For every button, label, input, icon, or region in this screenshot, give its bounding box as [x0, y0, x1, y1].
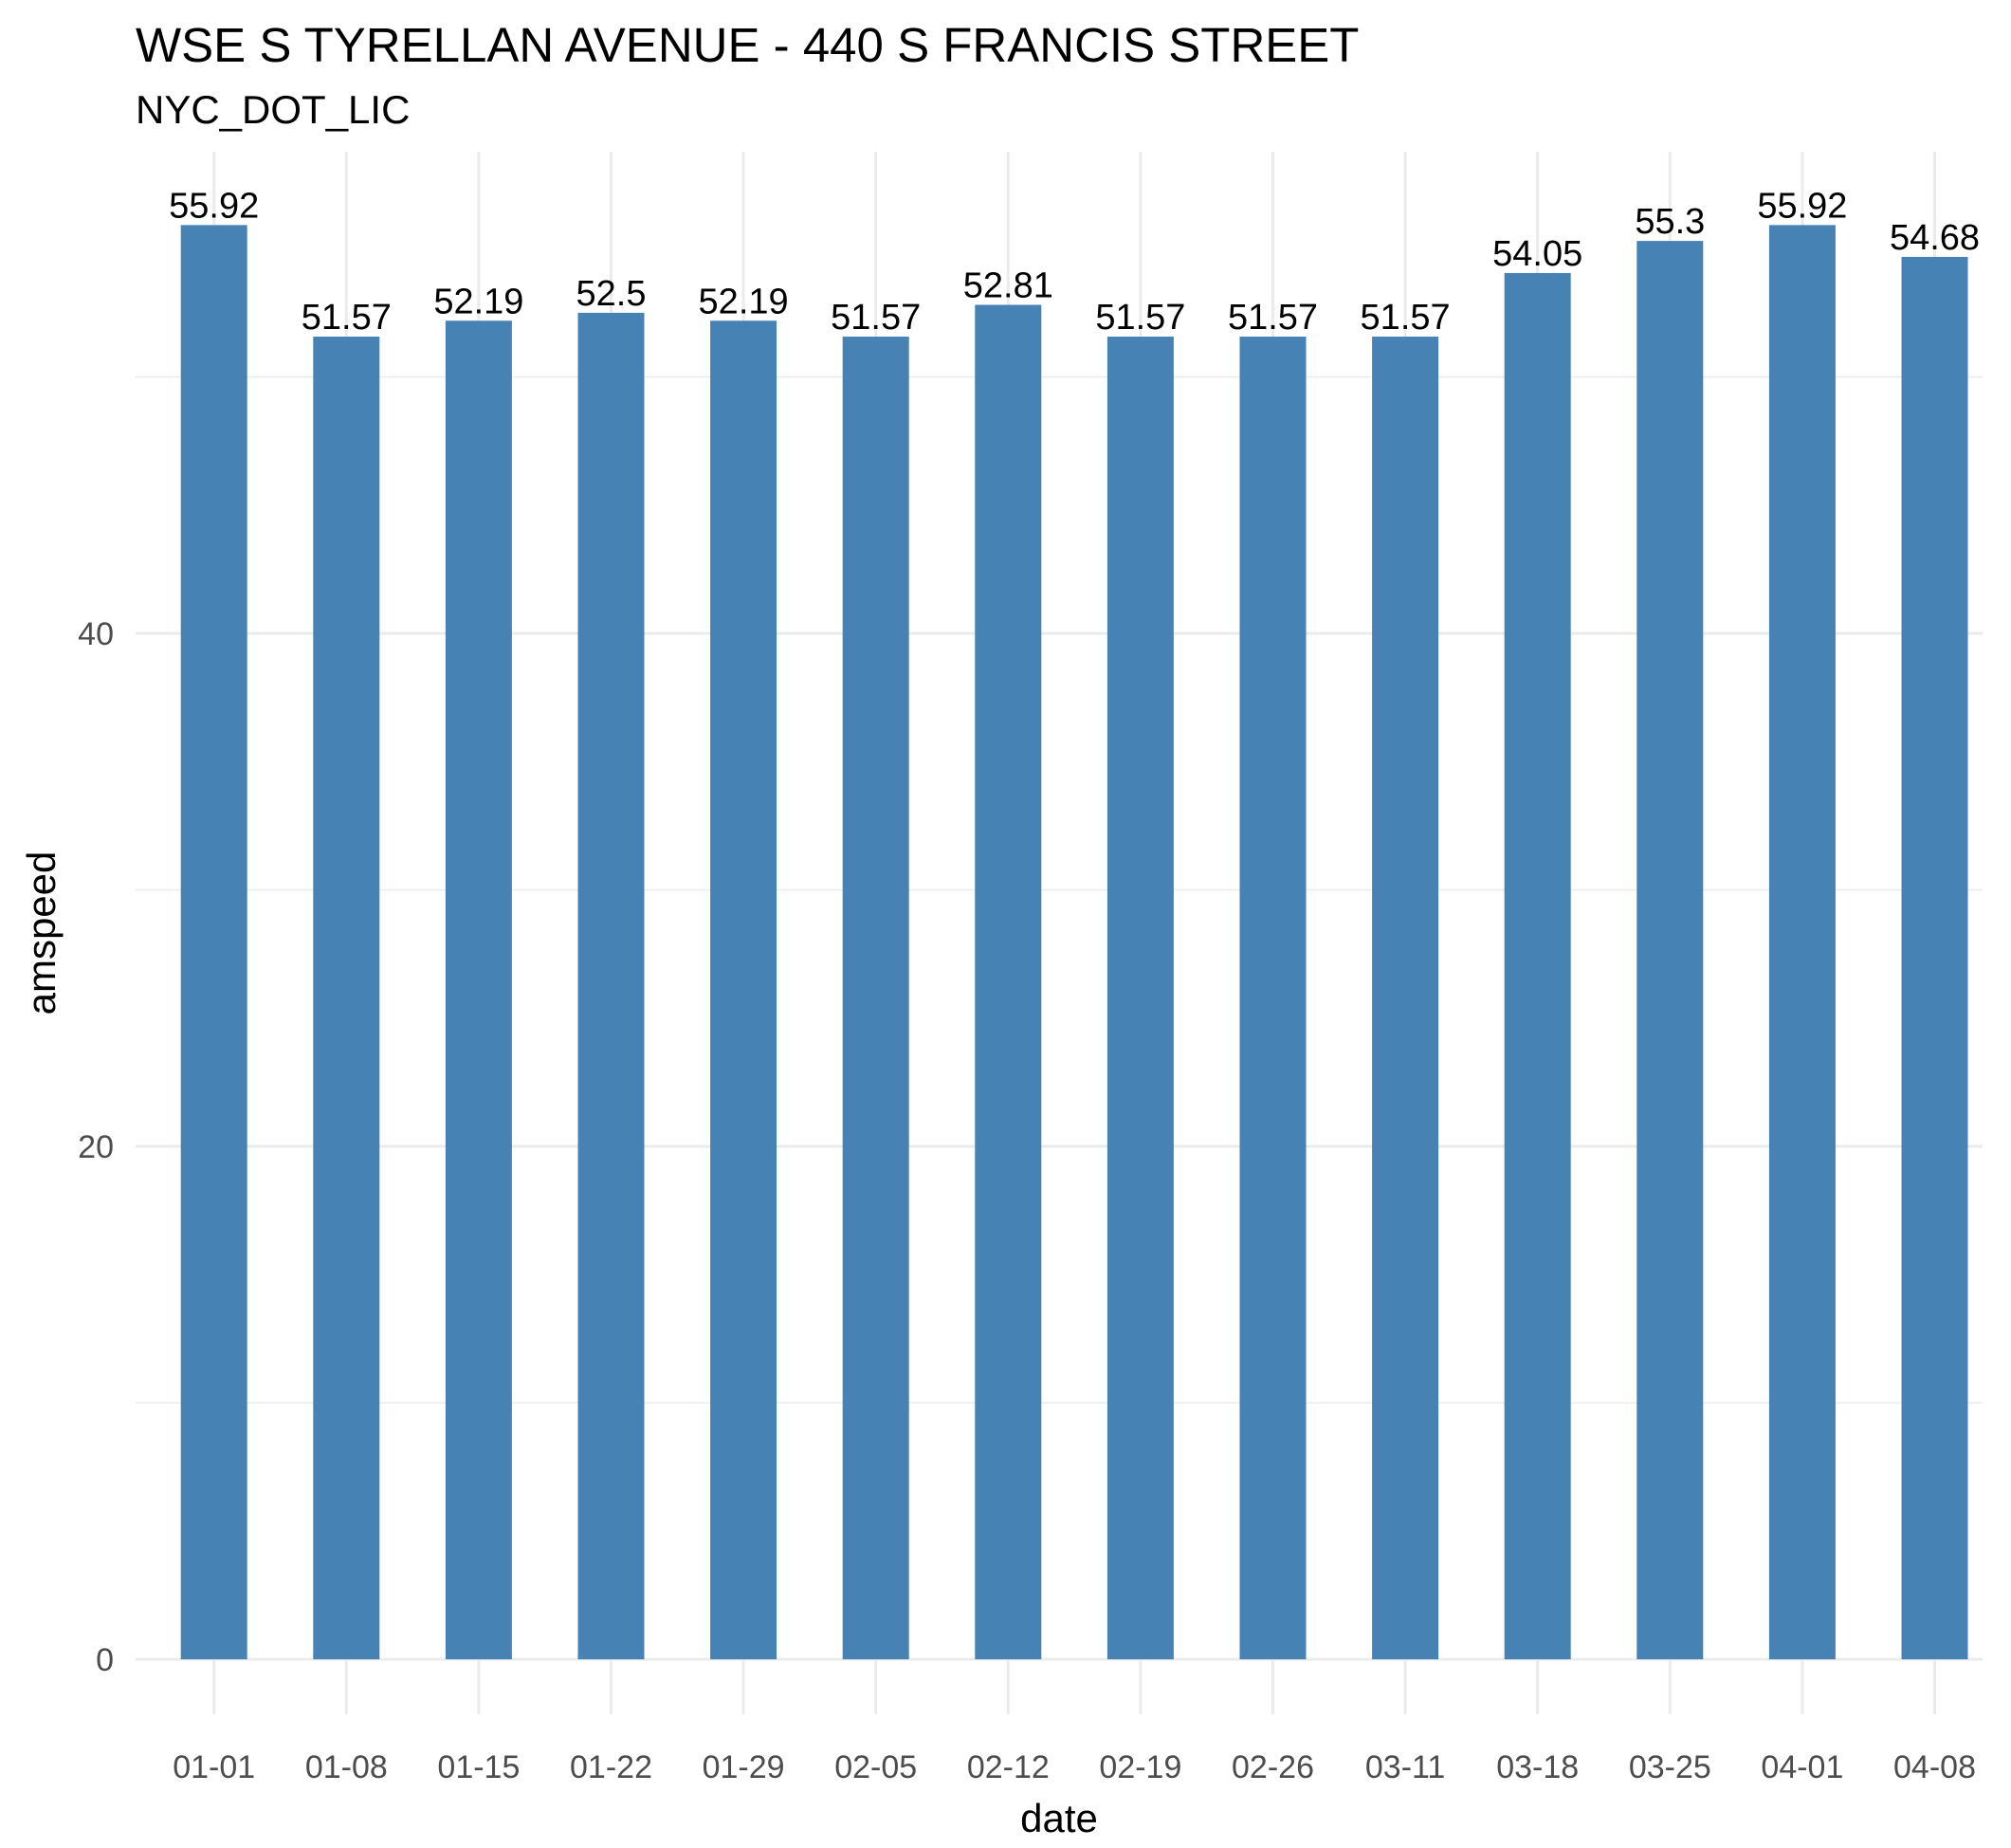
x-tick-label: 02-26	[1232, 1749, 1314, 1785]
bar-03-25	[1636, 241, 1704, 1659]
x-tick-label: 02-19	[1099, 1749, 1181, 1785]
x-tick-label: 02-05	[834, 1749, 917, 1785]
data-label-02-05: 51.57	[831, 298, 921, 338]
bar-04-01	[1768, 225, 1836, 1659]
x-tick-label: 04-01	[1761, 1749, 1843, 1785]
chart-subtitle: NYC_DOT_LIC	[136, 87, 411, 132]
data-label-02-26: 51.57	[1228, 298, 1318, 338]
x-tick-label: 01-22	[570, 1749, 652, 1785]
x-tick-label: 02-12	[967, 1749, 1050, 1785]
bar-01-22	[577, 312, 645, 1659]
x-tick-label: 03-18	[1496, 1749, 1579, 1785]
data-label-04-01: 55.92	[1757, 186, 1847, 226]
data-label-03-11: 51.57	[1361, 298, 1451, 338]
x-tick-label: 01-08	[305, 1749, 388, 1785]
data-label-02-19: 51.57	[1095, 298, 1185, 338]
bar-02-19	[1106, 337, 1174, 1659]
data-label-03-18: 54.05	[1492, 234, 1582, 274]
x-axis-title: date	[1020, 1796, 1098, 1840]
bar-01-08	[313, 337, 380, 1659]
y-axis-title: amspeed	[19, 851, 64, 1015]
data-label-01-01: 55.92	[169, 186, 259, 226]
data-label-01-29: 52.19	[699, 282, 789, 321]
data-label-02-12: 52.81	[963, 265, 1053, 305]
y-tick-label: 0	[96, 1642, 114, 1678]
bar-04-08	[1901, 256, 1968, 1659]
bar-02-26	[1239, 337, 1307, 1659]
data-label-01-08: 51.57	[302, 298, 392, 338]
x-tick-label: 03-11	[1365, 1749, 1445, 1785]
bars	[180, 225, 1968, 1659]
data-label-01-15: 52.19	[433, 282, 523, 321]
data-label-04-08: 54.68	[1890, 218, 1980, 258]
axes: 0 20 40 01-01 01-08 01-15 01-22 01-29 02-05 02-12…	[19, 616, 1976, 1840]
bar-03-11	[1372, 337, 1439, 1659]
bar-01-01	[180, 225, 247, 1659]
bar-01-15	[445, 320, 512, 1659]
bar-03-18	[1504, 272, 1571, 1659]
x-tick-label: 04-08	[1893, 1749, 1976, 1785]
chart-title: WSE S TYRELLAN AVENUE - 440 S FRANCIS ST…	[136, 18, 1360, 72]
bar-01-29	[710, 320, 777, 1659]
x-tick-label: 03-25	[1629, 1749, 1711, 1785]
bar-02-05	[842, 337, 909, 1659]
y-tick-label: 20	[78, 1129, 114, 1165]
x-tick-label: 01-01	[173, 1749, 255, 1785]
x-tick-label: 01-15	[437, 1749, 520, 1785]
data-labels: 55.92 51.57 52.19 52.5 52.19 51.57 52.81 51.57 5…	[169, 186, 1980, 338]
data-label-03-25: 55.3	[1635, 202, 1705, 242]
gridlines	[136, 152, 1983, 1714]
data-label-01-22: 52.5	[576, 274, 647, 314]
bar-02-12	[975, 304, 1042, 1659]
x-tick-label: 01-29	[703, 1749, 785, 1785]
y-tick-label: 40	[78, 616, 114, 652]
